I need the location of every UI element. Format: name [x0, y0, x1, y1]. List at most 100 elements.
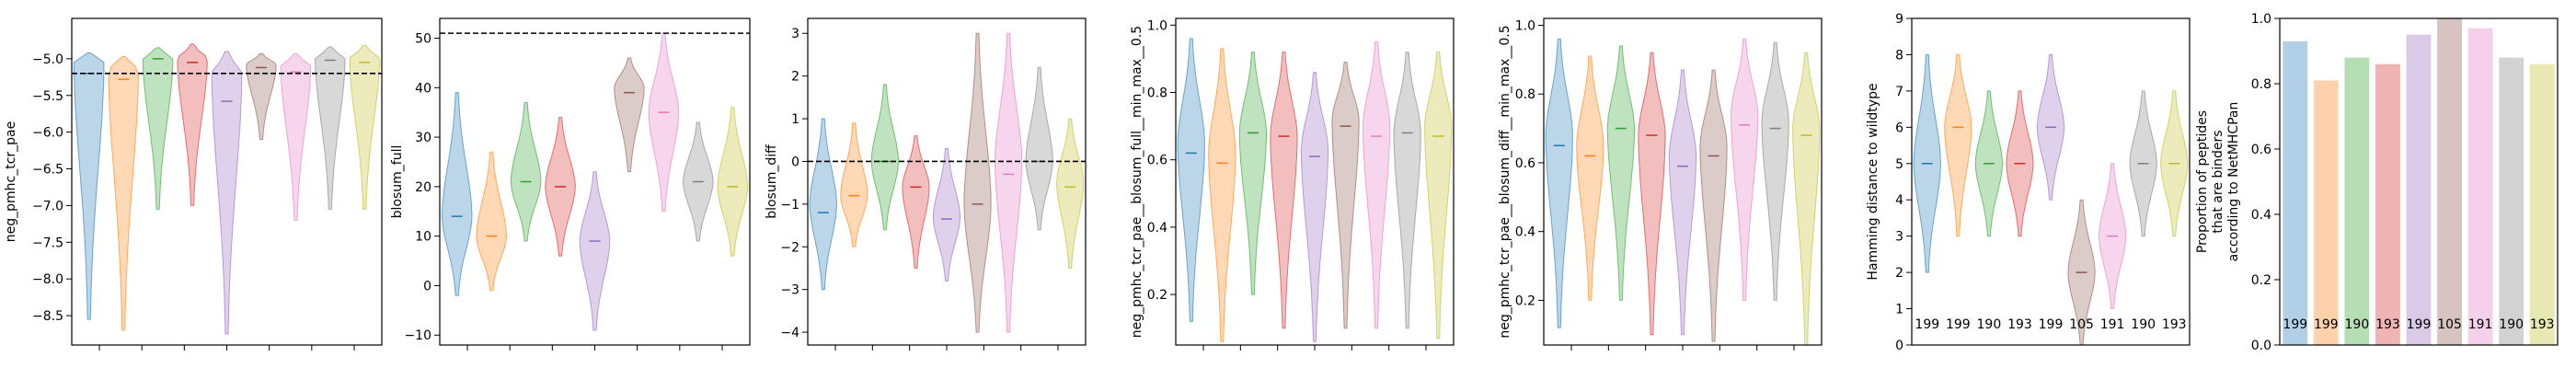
y-tick-label: −2: [780, 240, 799, 255]
y-tick-label: 0.6: [1515, 156, 1535, 171]
violin: [476, 151, 508, 292]
violin: [177, 43, 208, 206]
violin: [1576, 55, 1604, 301]
y-tick-label: 1: [791, 112, 799, 127]
y-tick-label: −6.0: [32, 126, 63, 141]
violin: [1238, 52, 1267, 295]
violin: [840, 122, 868, 247]
count-label: 199: [2314, 317, 2339, 332]
bar: [2406, 34, 2432, 345]
violin: [108, 55, 139, 331]
y-axis-label: blosum_diff: [765, 144, 779, 219]
violin: [902, 135, 930, 269]
y-tick-label: 0.4: [2251, 208, 2271, 223]
bar: [2283, 40, 2308, 345]
y-tick-label: 0.0: [2251, 339, 2271, 353]
y-tick-label: −5.0: [32, 52, 63, 67]
violin: [211, 51, 243, 335]
y-tick-label: −6.5: [32, 163, 63, 178]
violin: [1331, 62, 1360, 329]
y-tick-label: 0.8: [1147, 86, 1167, 101]
panel-5: 0.2 0.4 0.6 0.8 1.0neg_pmhc_tcr_pae__blosum_…: [1498, 17, 1823, 351]
count-label: 199: [1946, 317, 1971, 332]
y-tick-label: 30: [415, 131, 431, 145]
violin: [73, 52, 105, 320]
y-tick-label: −3: [780, 283, 799, 298]
y-axis-label: Hamming distance to wildtype: [1866, 83, 1880, 280]
count-label: 193: [2375, 317, 2400, 332]
violin: [1792, 52, 1821, 346]
panel-7: 0.0 0.2 0.4 0.6 0.8 1.0 Proportion of peptides…: [2195, 12, 2559, 353]
y-tick-label: 1.0: [1147, 18, 1167, 33]
y-tick-label: −8.0: [32, 272, 63, 287]
count-label: 191: [2468, 317, 2493, 332]
violin: [441, 92, 473, 296]
bar: [2313, 80, 2339, 345]
violin: [579, 171, 611, 331]
violin: [1424, 52, 1453, 339]
violin: [994, 32, 1023, 333]
violin: [1393, 52, 1421, 329]
violin: [932, 147, 961, 282]
y-tick-label: 0: [791, 155, 799, 169]
y-tick-label: 5: [1895, 157, 1903, 172]
count-label: 190: [2499, 317, 2524, 332]
violin: [280, 52, 312, 221]
y-axis-label: according to NetMHCPan: [2226, 102, 2241, 262]
violin: [510, 101, 542, 242]
count-label: 190: [2345, 317, 2370, 332]
violin: [809, 118, 838, 291]
axes-frame: [439, 17, 751, 346]
panel-3: −4 −3 −2 −1 0 1 2 3 blosum_diff: [765, 17, 1087, 351]
violin: [1362, 41, 1391, 329]
violin: [1545, 38, 1573, 328]
y-axis-label: neg_pmhc_tcr_pae__blosum_full__min_max__…: [1130, 26, 1144, 338]
y-tick-label: −7.0: [32, 199, 63, 213]
y-tick-label: 0.4: [1515, 225, 1535, 240]
y-tick-label: 2: [1895, 266, 1903, 281]
violin: [349, 44, 381, 210]
count-label: 199: [2039, 317, 2064, 332]
bar: [2437, 18, 2462, 345]
y-tick-label: 40: [415, 81, 431, 96]
axes-frame: [1911, 17, 2191, 346]
bar: [2529, 63, 2555, 345]
count-label: 105: [2437, 317, 2462, 332]
y-tick-label: 4: [1895, 193, 1903, 208]
violin: [1638, 52, 1666, 336]
y-tick-label: 0.2: [1147, 288, 1167, 303]
y-tick-label: 0.2: [2251, 273, 2271, 288]
y-tick-label: 0.4: [1147, 221, 1167, 236]
violin: [870, 84, 900, 231]
count-label: 193: [2530, 317, 2555, 332]
y-tick-label: 1.0: [1515, 18, 1535, 33]
violin: [1668, 69, 1697, 336]
axes-frame: [807, 17, 1087, 346]
violin: [1208, 48, 1236, 342]
y-tick-label: −5.5: [32, 89, 63, 104]
y-axis-label: neg_pmhc_tcr_pae: [4, 121, 18, 243]
y-tick-label: 0.6: [1147, 154, 1167, 168]
violin: [314, 46, 346, 210]
violin: [1944, 53, 1972, 237]
y-tick-label: 10: [415, 230, 431, 245]
y-axis-label: that are binders: [2211, 130, 2225, 233]
axes-frame: [1543, 17, 1823, 346]
count-label: 199: [2407, 317, 2432, 332]
bar: [2344, 57, 2370, 345]
y-tick-label: 0.8: [1515, 87, 1535, 102]
y-tick-label: −7.5: [32, 236, 63, 250]
y-tick-label: 0.6: [2251, 143, 2271, 157]
y-tick-label: 0.2: [1515, 293, 1535, 308]
y-tick-label: 1: [1895, 303, 1903, 317]
panel-6: 0 1 2 3 4 5 6 7 8 9 Hamming distance to wildtype 19…: [1866, 12, 2191, 353]
y-tick-label: −8.5: [32, 309, 63, 324]
y-tick-label: 3: [1895, 230, 1903, 245]
count-label: 105: [2069, 317, 2094, 332]
violin: [1177, 38, 1205, 322]
y-tick-label: −1: [780, 198, 799, 213]
count-label: 193: [2007, 317, 2032, 332]
count-label: 199: [1915, 317, 1939, 332]
violin: [648, 32, 680, 213]
violin: [142, 47, 174, 210]
